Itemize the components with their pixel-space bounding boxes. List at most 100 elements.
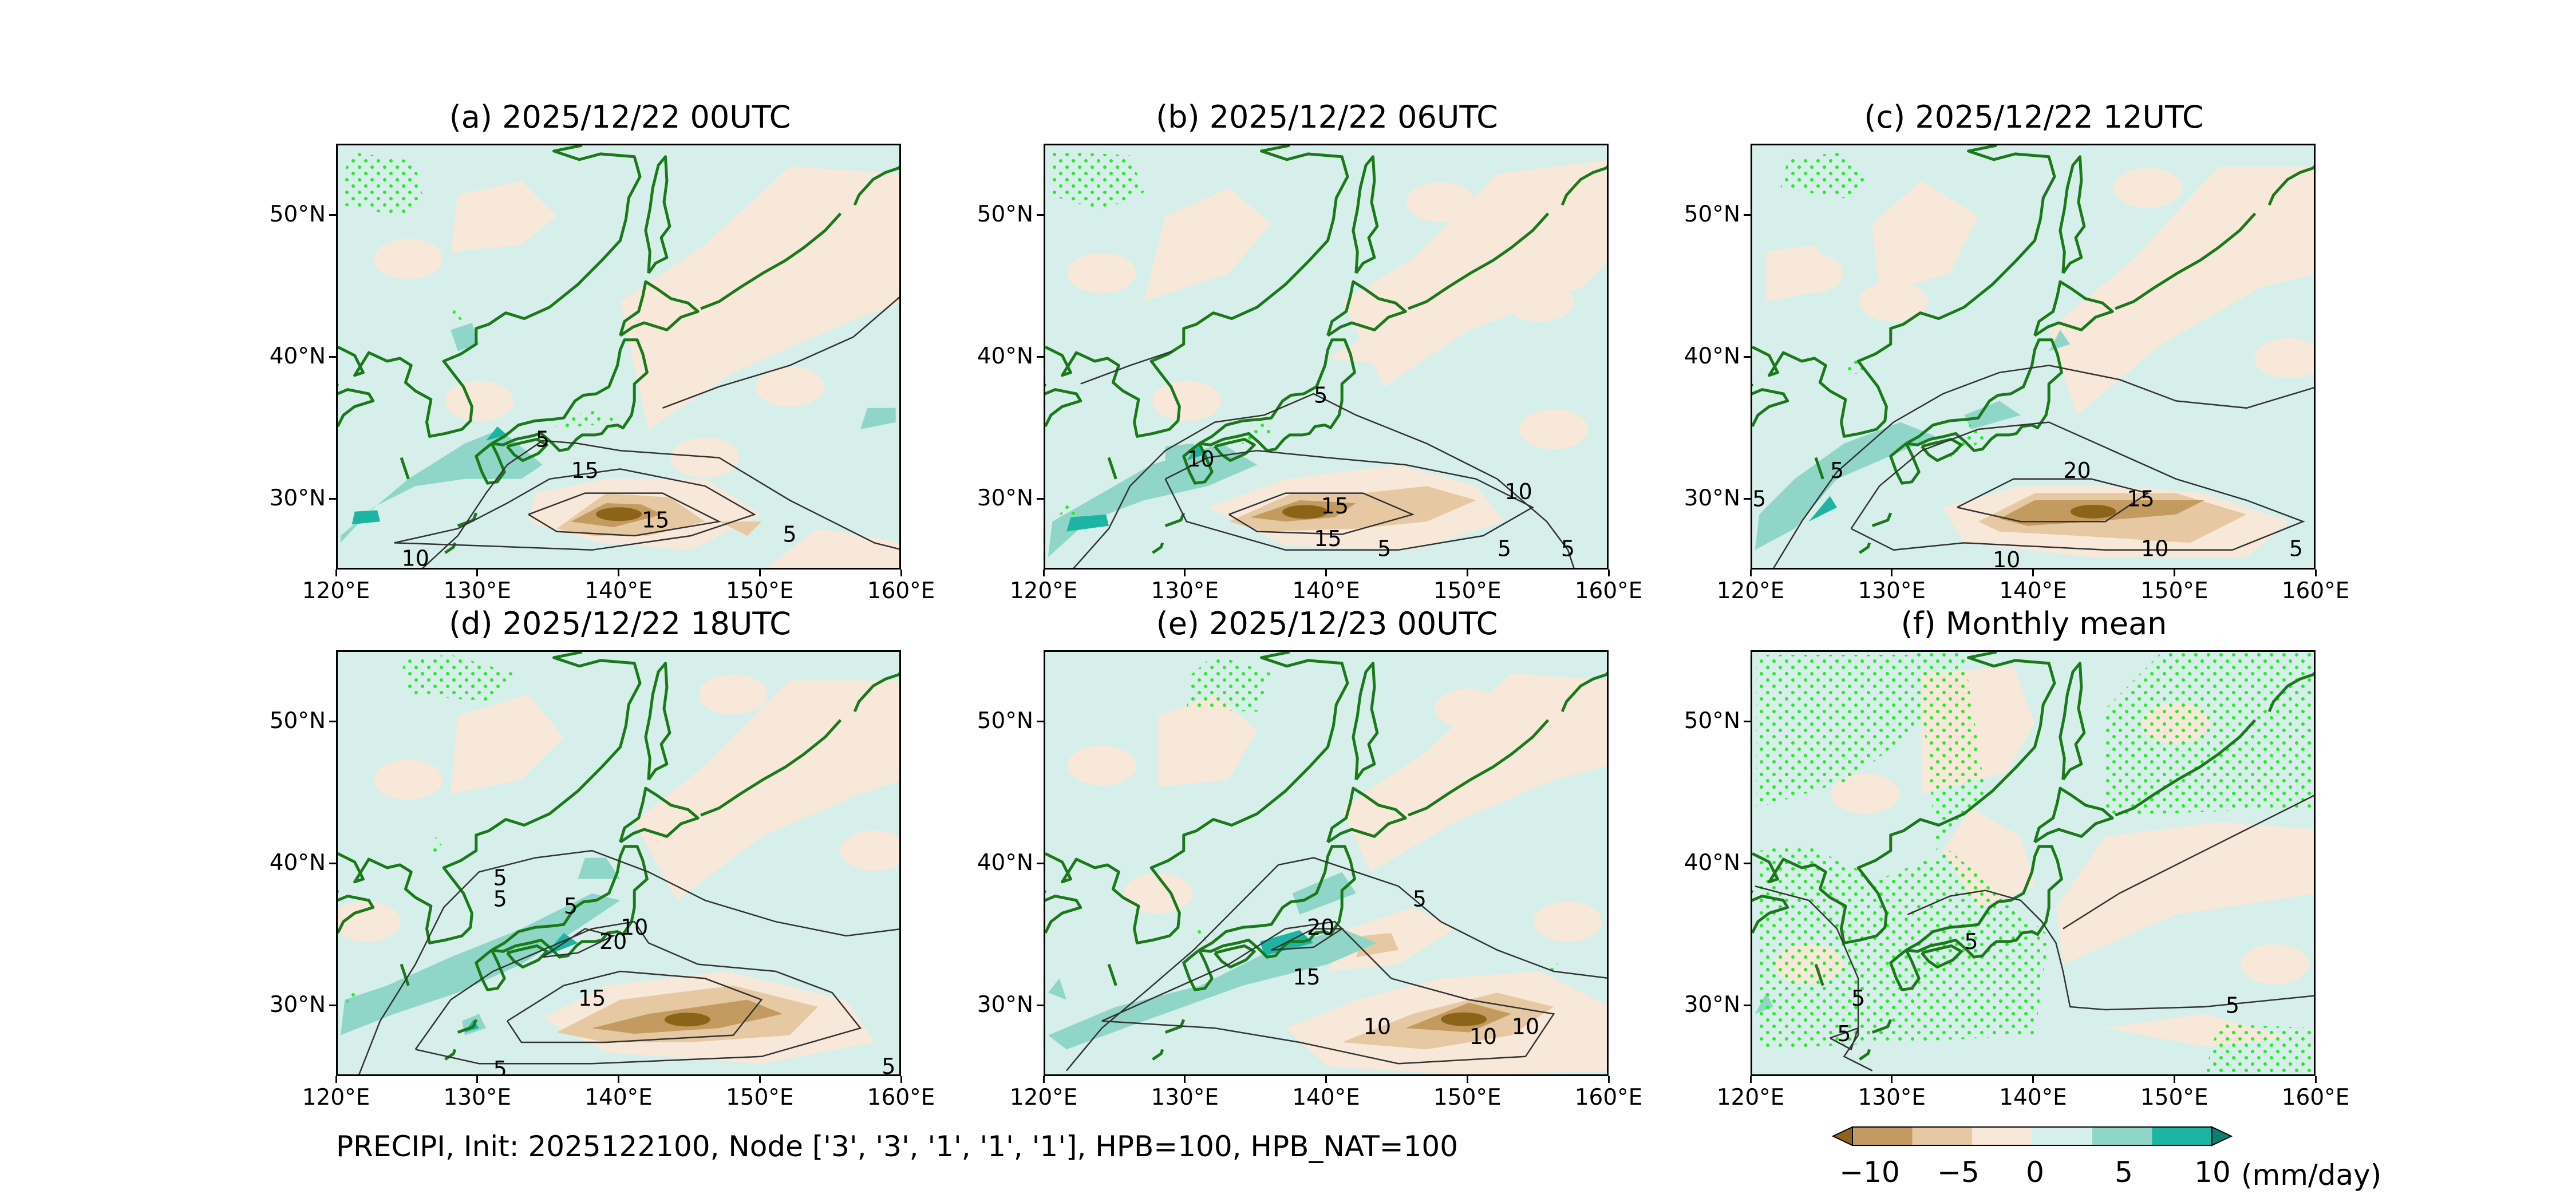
coastline bbox=[444, 1049, 457, 1061]
lon-tick-label: 160°E bbox=[2281, 578, 2350, 604]
negative-anomaly-area bbox=[1505, 281, 1574, 322]
contour-line bbox=[1228, 492, 1415, 535]
coastline bbox=[400, 457, 410, 480]
contour-line bbox=[1271, 928, 1345, 951]
contour-line bbox=[1080, 350, 1173, 385]
map-panel-b: 5 10 15 15 10 5 5 5 bbox=[1044, 144, 1609, 570]
coastline bbox=[1921, 944, 1963, 969]
lon-tick bbox=[900, 1076, 902, 1083]
contour-line bbox=[414, 920, 862, 1065]
lon-tick-label: 150°E bbox=[1433, 1085, 1502, 1110]
coastline bbox=[2059, 155, 2086, 274]
coastline bbox=[338, 652, 642, 944]
lat-tick bbox=[329, 497, 336, 500]
contour-label: 10 bbox=[402, 546, 429, 570]
lat-tick-label: 40°N bbox=[269, 850, 326, 876]
coastline bbox=[2033, 280, 2114, 337]
coastline bbox=[1107, 963, 1117, 986]
contour-label: 5 bbox=[1413, 887, 1427, 912]
negative-anomaly-area bbox=[825, 224, 895, 265]
coastline bbox=[338, 383, 375, 428]
negative-anomaly-area bbox=[2240, 944, 2309, 984]
colorbar-tick-label: −5 bbox=[1937, 1156, 1980, 1189]
coastline bbox=[1045, 652, 1349, 944]
coastline bbox=[2267, 165, 2314, 206]
positive-anomaly-area bbox=[1755, 422, 1936, 550]
coastline bbox=[1752, 890, 1789, 934]
coastline bbox=[457, 1019, 478, 1034]
lon-tick bbox=[1184, 570, 1186, 576]
negative-anomaly-area bbox=[1342, 673, 1607, 872]
significance-stipple bbox=[2204, 1023, 2314, 1074]
coastline bbox=[1752, 652, 2056, 944]
lat-tick-label: 50°N bbox=[1684, 201, 1740, 227]
coastline bbox=[1921, 437, 1963, 462]
negative-anomaly-area bbox=[2254, 338, 2314, 378]
colorbar-outline bbox=[1852, 1126, 2212, 1146]
lon-tick-label: 130°E bbox=[1858, 1085, 1926, 1110]
coastline bbox=[1045, 890, 1082, 934]
lat-tick bbox=[1744, 213, 1751, 216]
lat-tick bbox=[1037, 862, 1044, 864]
extreme-negative-anomaly-area bbox=[1440, 1012, 1487, 1026]
coastline bbox=[1045, 145, 1349, 438]
negative-anomaly-area bbox=[374, 760, 443, 800]
coastline bbox=[2115, 212, 2257, 310]
lat-tick-label: 50°N bbox=[977, 708, 1033, 734]
lon-tick bbox=[2173, 570, 2175, 576]
contour-label: 15 bbox=[2127, 487, 2154, 512]
contour-label: 5 bbox=[1561, 536, 1575, 561]
contour-label: 5 bbox=[493, 887, 507, 912]
contour-label: 5 bbox=[2226, 993, 2239, 1018]
negative-anomaly-area bbox=[444, 381, 513, 421]
positive-anomaly-area bbox=[340, 893, 621, 1035]
coastline bbox=[1326, 786, 1407, 844]
lon-tick bbox=[1325, 570, 1327, 576]
negative-anomaly-area bbox=[1152, 381, 1221, 421]
coastline bbox=[644, 662, 671, 781]
lat-tick bbox=[329, 213, 336, 216]
contour-line bbox=[358, 849, 899, 1074]
significance-stipple bbox=[401, 655, 515, 702]
lon-tick bbox=[476, 570, 479, 576]
lon-tick-label: 140°E bbox=[1292, 578, 1360, 604]
significance-stipple bbox=[1759, 843, 2049, 1050]
coastline bbox=[1198, 845, 1356, 959]
coastline bbox=[1859, 542, 1871, 554]
negative-anomaly-area bbox=[2056, 822, 2314, 964]
coastline bbox=[1214, 944, 1256, 969]
coastline bbox=[1408, 212, 1550, 310]
coastline bbox=[1352, 155, 1379, 274]
lon-tick bbox=[2032, 570, 2034, 576]
contour-label: 10 bbox=[1512, 1014, 1539, 1039]
contour-label: 10 bbox=[1187, 446, 1214, 472]
contour-line bbox=[1073, 393, 1575, 568]
contour-line bbox=[1773, 365, 2314, 568]
lon-tick bbox=[618, 1076, 619, 1083]
contour-label: 15 bbox=[1293, 964, 1320, 990]
significance-stipple bbox=[426, 836, 447, 855]
positive-anomaly-area bbox=[1048, 443, 1258, 557]
lon-tick-label: 120°E bbox=[1009, 1085, 1078, 1110]
lon-tick bbox=[1749, 570, 1752, 576]
coastline bbox=[1182, 442, 1214, 485]
significance-stipple bbox=[447, 307, 463, 326]
contour-line bbox=[1907, 889, 2314, 1011]
coastline bbox=[619, 280, 700, 337]
lon-tick bbox=[1042, 570, 1045, 576]
colorbar-segment bbox=[2092, 1127, 2152, 1145]
lat-tick-label: 40°N bbox=[977, 343, 1033, 369]
significance-stipple bbox=[1049, 151, 1144, 211]
contour-label: 5 bbox=[1377, 536, 1391, 561]
lon-tick-label: 160°E bbox=[1574, 1085, 1643, 1110]
contour-label: 15 bbox=[1321, 493, 1349, 519]
coastline bbox=[2115, 719, 2257, 817]
lat-tick bbox=[1037, 213, 1044, 216]
contour-line bbox=[542, 928, 615, 958]
colorbar-segment bbox=[2032, 1127, 2092, 1145]
lon-tick-label: 150°E bbox=[1433, 578, 1502, 604]
lat-tick-label: 40°N bbox=[977, 850, 1033, 876]
negative-anomaly-area bbox=[1067, 745, 1136, 786]
lon-tick bbox=[900, 570, 902, 576]
